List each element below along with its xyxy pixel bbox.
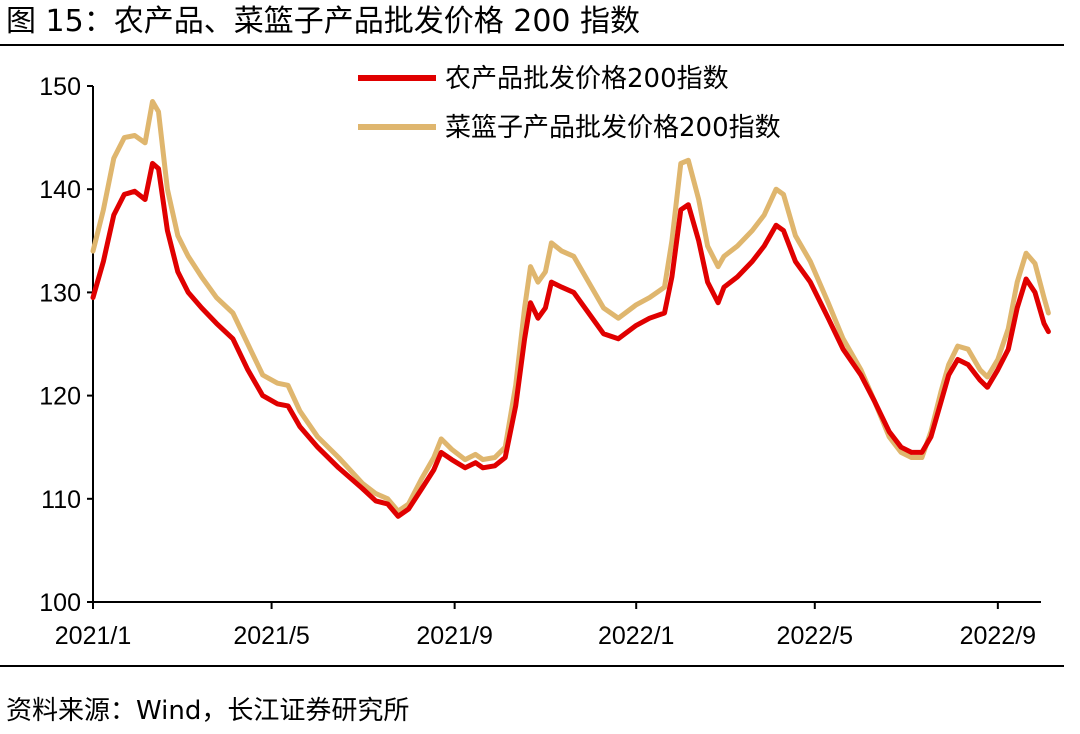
x-tick-label: 2021/9 [416,622,492,650]
y-tick-label: 110 [41,486,81,514]
y-tick-label: 120 [39,383,81,411]
source-note: 资料来源：Wind，长江证券研究所 [6,696,410,726]
series-line-agri [90,160,1051,519]
legend: 农产品批发价格200指数 菜篮子产品批发价格200指数 [358,64,781,143]
figure-title: 图 15：农产品、菜篮子产品批发价格 200 指数 [6,4,641,39]
x-tick-label: 2021/1 [55,622,131,650]
y-tick-label: 100 [39,589,81,617]
y-axis-ticks: 100 110 120 130 140 150 [39,73,93,617]
title-rule [0,44,1064,46]
y-tick-label: 130 [39,279,81,307]
x-tick-label: 2021/5 [233,622,309,650]
series-line-basket [90,99,1051,514]
legend-label-agri: 农产品批发价格200指数 [445,64,729,94]
y-tick-label: 140 [39,176,81,204]
series-lines [90,99,1051,519]
x-axis-ticks: 2021/1 2021/5 2021/9 2022/1 2022/5 2022/9 [55,602,1036,650]
y-tick-label: 150 [39,73,81,101]
source-rule [0,665,1064,667]
x-tick-label: 2022/5 [777,622,853,650]
legend-label-basket: 菜篮子产品批发价格200指数 [445,113,781,143]
x-tick-label: 2022/1 [598,622,674,650]
x-tick-label: 2022/9 [960,622,1036,650]
